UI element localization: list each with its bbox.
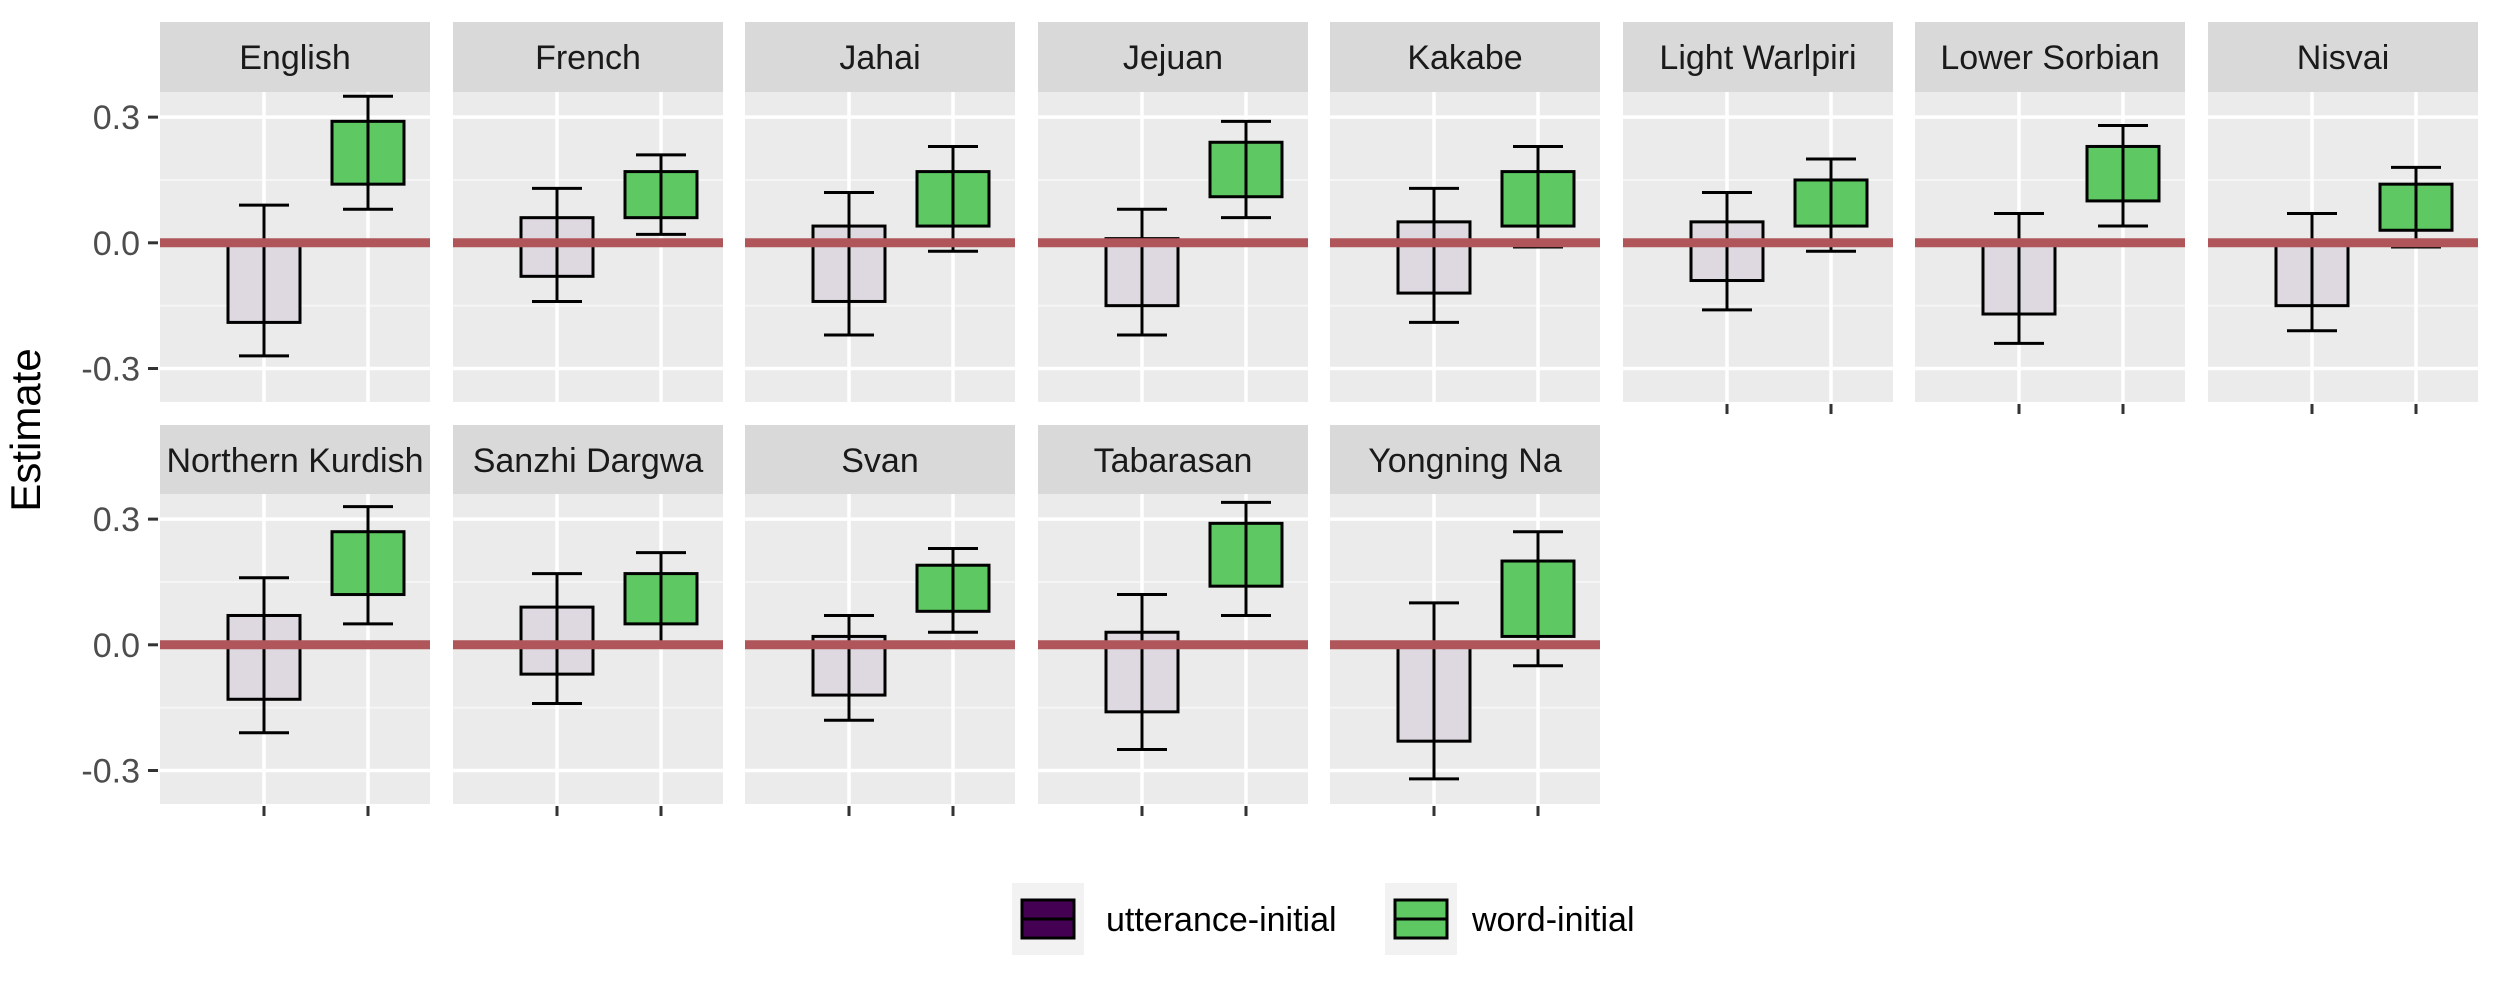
facet-strip xyxy=(1038,22,1308,92)
legend-entry: word-initial xyxy=(1385,883,1635,955)
facet-panel: Nisvai xyxy=(2208,22,2478,414)
legend: utterance-initial word-initial xyxy=(1012,883,1635,955)
facet-panel: Jahai xyxy=(745,22,1015,402)
facet-label: Tabarasan xyxy=(1094,442,1253,480)
facet-strip xyxy=(1038,425,1308,495)
facet-label: Sanzhi Dargwa xyxy=(473,442,704,480)
y-tick-label: 0.3 xyxy=(93,99,140,137)
facet-strip xyxy=(1330,22,1600,92)
facet-panel: Tabarasan xyxy=(1038,425,1308,816)
facet-strip xyxy=(1623,22,1893,92)
facet-panel: French xyxy=(453,22,723,402)
facet-panel: Kakabe xyxy=(1330,22,1600,402)
facet-label: Kakabe xyxy=(1407,39,1522,77)
y-tick-label: 0.0 xyxy=(93,225,140,263)
facet-panel: Yongning Na xyxy=(1330,425,1600,816)
facet-label: French xyxy=(535,39,641,77)
y-axes-layer: -0.3 0.0 0.3 -0.3 0.0 0.3 xyxy=(81,99,158,790)
facet-strip xyxy=(453,22,723,92)
legend-label: word-initial xyxy=(1471,901,1635,939)
facet-label: English xyxy=(239,39,351,77)
facet-strip xyxy=(1330,425,1600,495)
facet-panel: English xyxy=(160,22,430,402)
facet-strip xyxy=(2208,22,2478,92)
facet-strip xyxy=(453,425,723,495)
facet-strip xyxy=(745,22,1015,92)
y-tick-label: 0.0 xyxy=(93,627,140,665)
panels-layer: English French Jahai Jejuan Kakabe Light Warl… xyxy=(160,22,2478,816)
facet-label: Jejuan xyxy=(1123,39,1223,77)
legend-label: utterance-initial xyxy=(1106,901,1337,939)
facet-strip xyxy=(160,425,430,495)
legend-entry: utterance-initial xyxy=(1012,883,1337,955)
facet-label: Yongning Na xyxy=(1368,442,1562,480)
facet-label: Svan xyxy=(841,442,919,480)
facet-label: Northern Kurdish xyxy=(166,442,423,480)
facet-panel: Lower Sorbian xyxy=(1915,22,2185,414)
facet-strip xyxy=(1915,22,2185,92)
y-axis-title: Estimate xyxy=(2,348,49,511)
facet-panel: Svan xyxy=(745,425,1015,816)
facet-panel: Jejuan xyxy=(1038,22,1308,402)
facet-strip xyxy=(160,22,430,92)
y-tick-label: -0.3 xyxy=(81,752,140,790)
facet-panel: Northern Kurdish xyxy=(160,425,430,816)
facet-panel: Light Warlpiri xyxy=(1623,22,1893,414)
facet-label: Jahai xyxy=(839,39,920,77)
facet-panel: Sanzhi Dargwa xyxy=(453,425,723,816)
facet-strip xyxy=(745,425,1015,495)
facet-label: Light Warlpiri xyxy=(1659,39,1856,77)
facet-label: Lower Sorbian xyxy=(1940,39,2159,77)
y-tick-label: -0.3 xyxy=(81,350,140,388)
y-tick-label: 0.3 xyxy=(93,501,140,539)
facet-label: Nisvai xyxy=(2297,39,2390,77)
